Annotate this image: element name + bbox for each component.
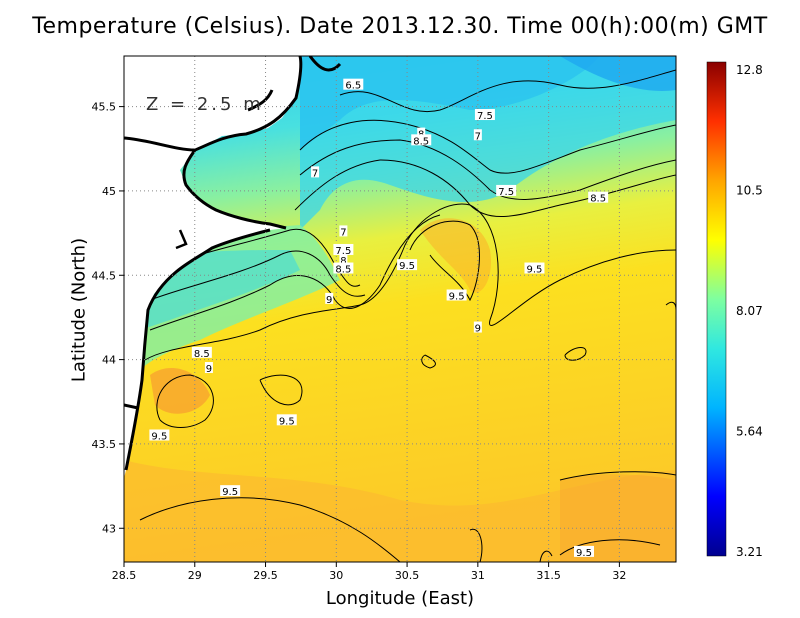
depth-label: Z = 2.5 m — [146, 94, 264, 115]
svg-text:9.5: 9.5 — [399, 261, 415, 272]
svg-text:8.5: 8.5 — [194, 349, 210, 360]
contour-label: 9 — [204, 362, 213, 375]
svg-text:8: 8 — [340, 256, 346, 267]
svg-text:9.5: 9.5 — [449, 292, 465, 303]
svg-text:8.5: 8.5 — [413, 136, 429, 147]
contour-label: 6.5 — [343, 78, 364, 92]
y-tick-label: 45 — [102, 185, 116, 198]
contour-label: 9.5 — [524, 262, 545, 276]
svg-text:8.5: 8.5 — [335, 265, 351, 276]
y-tick-label: 43 — [102, 522, 116, 535]
contour-label: 9.5 — [276, 414, 297, 427]
contour-label: 8.5 — [411, 134, 432, 147]
x-tick-label: 32 — [612, 569, 626, 582]
contour-label: 9 — [473, 321, 482, 335]
contour-label: 9.5 — [446, 289, 467, 303]
colorbar-gradient — [706, 61, 727, 557]
contour-label: 8.5 — [333, 262, 354, 276]
y-tick-label: 45.5 — [92, 101, 117, 114]
x-tick-label: 28.5 — [112, 569, 137, 582]
contour-label: 7 — [311, 166, 320, 179]
svg-text:6.5: 6.5 — [345, 81, 361, 92]
contour-label: 9 — [325, 292, 334, 306]
contour-label: 7.5 — [333, 243, 354, 257]
contour-label: 8.5 — [191, 346, 212, 360]
colorbar-label: 5.64 — [736, 425, 763, 439]
svg-text:9.5: 9.5 — [222, 487, 238, 498]
x-tick-label: 30.5 — [395, 569, 420, 582]
colorbar-label: 10.5 — [736, 184, 763, 198]
plot-frame — [123, 55, 677, 563]
contour-label: 7 — [473, 129, 482, 142]
svg-text:9.5: 9.5 — [279, 416, 295, 427]
svg-text:7.5: 7.5 — [498, 187, 514, 198]
x-tick-label: 30 — [329, 569, 343, 582]
contour-label: 7.5 — [496, 184, 517, 198]
colorbar-label: 8.07 — [736, 304, 763, 318]
contour-label: 7.5 — [474, 109, 495, 122]
contour-label: 8.5 — [588, 191, 609, 205]
contour-label: 7 — [339, 225, 348, 238]
svg-text:9: 9 — [326, 295, 332, 306]
y-axis-label: Latitude (North) — [68, 237, 90, 383]
contour-label: 9.5 — [220, 485, 241, 498]
svg-text:7: 7 — [475, 131, 481, 142]
temperature-field: 6.57.5788.577.58.577.588.59.59.59.5998.5… — [124, 56, 676, 562]
x-tick-label: 29 — [188, 569, 202, 582]
y-tick-label: 44.5 — [92, 269, 117, 282]
contour-label: 9.5 — [149, 429, 170, 443]
x-tick-label: 31 — [471, 569, 485, 582]
svg-text:7.5: 7.5 — [477, 111, 493, 122]
x-tick-label: 31.5 — [536, 569, 561, 582]
colorbar-label: 3.21 — [736, 545, 763, 559]
contour-label: 9.5 — [574, 545, 594, 559]
contour-label: 8 — [339, 254, 348, 267]
colorbar: 12.8 10.5 8.07 5.64 3.21 — [706, 61, 763, 559]
svg-text:9.5: 9.5 — [576, 548, 592, 559]
svg-text:7: 7 — [340, 227, 346, 238]
svg-text:8.5: 8.5 — [590, 194, 606, 205]
svg-text:7: 7 — [312, 168, 318, 179]
y-tick-label: 43.5 — [92, 438, 117, 451]
colorbar-label: 12.8 — [736, 63, 763, 77]
svg-text:7.5: 7.5 — [335, 246, 351, 257]
svg-text:9: 9 — [206, 364, 212, 375]
svg-text:9.5: 9.5 — [151, 432, 167, 443]
land-mass — [124, 56, 302, 478]
x-tick-label: 29.5 — [253, 569, 278, 582]
chart-title: Temperature (Celsius). Date 2013.12.30. … — [32, 14, 768, 39]
svg-text:9: 9 — [475, 324, 481, 335]
x-axis-label: Longitude (East) — [325, 588, 475, 609]
y-tick-label: 44 — [102, 354, 116, 367]
contour-label: 9.5 — [397, 259, 418, 272]
svg-text:9.5: 9.5 — [527, 265, 543, 276]
